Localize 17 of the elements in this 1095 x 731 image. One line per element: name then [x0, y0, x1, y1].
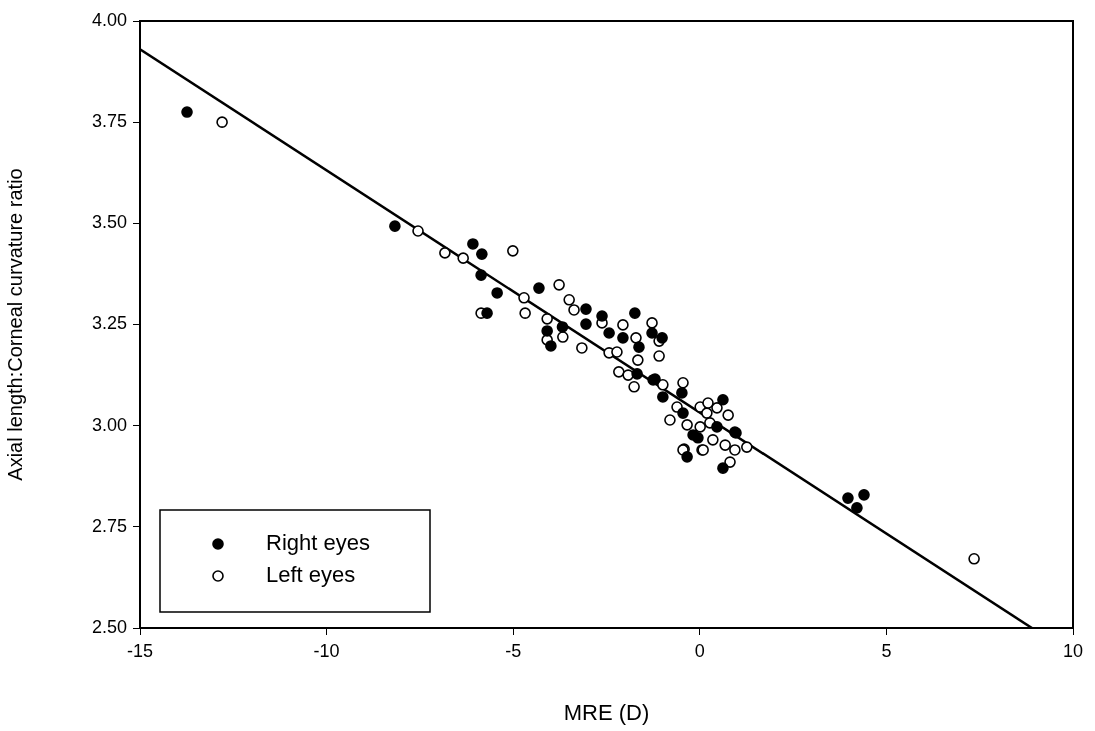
y-axis-title: Axial length:Corneal curvature ratio [3, 168, 26, 481]
x-tick-label: 0 [694, 640, 705, 661]
y-tick-label: 2.50 [91, 616, 127, 637]
x-tick-label: -10 [313, 640, 340, 661]
y-tick-label: 3.25 [91, 313, 127, 334]
x-axis-title: MRE (D) [563, 699, 650, 725]
x-tick-label: -5 [505, 640, 522, 661]
y-tick-label: 4.00 [91, 9, 127, 30]
x-tick-label: -15 [126, 640, 154, 661]
legend-label: Left eyes [266, 562, 356, 588]
y-tick-label: 2.75 [91, 515, 127, 536]
y-tick-label: 3.00 [91, 414, 127, 435]
legend-label: Right eyes [266, 530, 370, 556]
y-tick-label: 3.50 [91, 212, 127, 233]
x-tick-label: 10 [1062, 640, 1084, 661]
y-tick-label: 3.75 [91, 111, 127, 132]
x-tick-label: 5 [881, 640, 892, 661]
